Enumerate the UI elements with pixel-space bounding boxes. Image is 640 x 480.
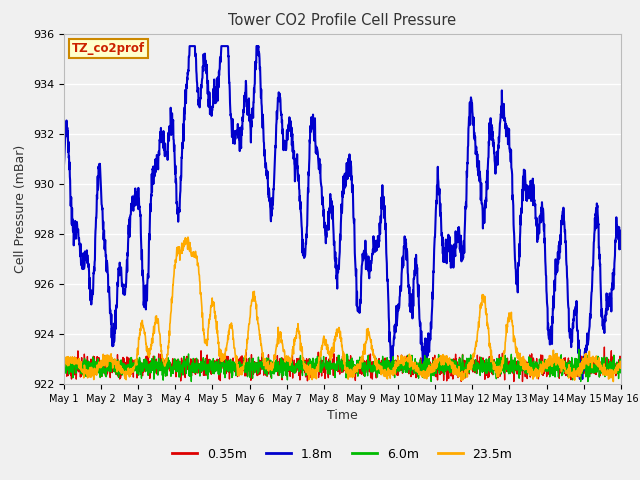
X-axis label: Time: Time	[327, 409, 358, 422]
Legend: 0.35m, 1.8m, 6.0m, 23.5m: 0.35m, 1.8m, 6.0m, 23.5m	[167, 443, 518, 466]
Y-axis label: Cell Pressure (mBar): Cell Pressure (mBar)	[14, 144, 28, 273]
Text: TZ_co2prof: TZ_co2prof	[72, 42, 145, 55]
Title: Tower CO2 Profile Cell Pressure: Tower CO2 Profile Cell Pressure	[228, 13, 456, 28]
